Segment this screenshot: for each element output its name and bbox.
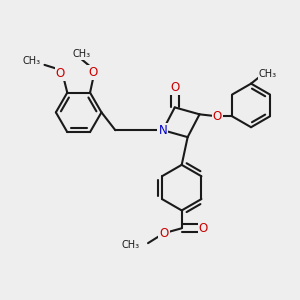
- Text: O: O: [199, 222, 208, 235]
- Text: O: O: [170, 81, 179, 94]
- Text: CH₃: CH₃: [259, 69, 277, 79]
- Text: O: O: [213, 110, 222, 123]
- Text: O: O: [159, 227, 169, 240]
- Text: CH₃: CH₃: [22, 56, 40, 66]
- Text: N: N: [158, 124, 167, 137]
- Text: O: O: [56, 67, 65, 80]
- Text: CH₃: CH₃: [122, 240, 140, 250]
- Text: O: O: [88, 66, 98, 79]
- Text: CH₃: CH₃: [72, 49, 90, 59]
